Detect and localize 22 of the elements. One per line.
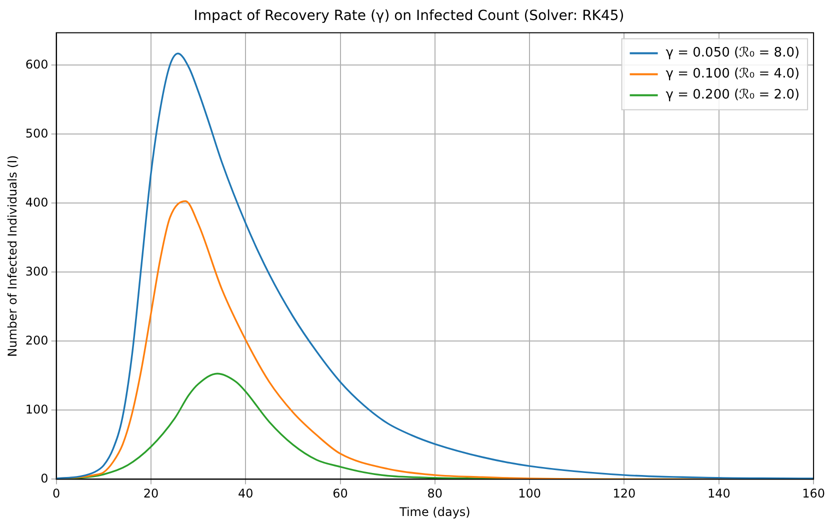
x-axis-title: Time (days) xyxy=(398,504,470,519)
x-tick-label: 80 xyxy=(427,486,443,501)
x-tick-label: 100 xyxy=(518,486,542,501)
x-tick-label: 20 xyxy=(143,486,159,501)
chart-title: Impact of Recovery Rate (γ) on Infected Count (Solver: RK45) xyxy=(194,8,624,24)
x-tick-label: 140 xyxy=(707,486,730,501)
y-tick-label: 500 xyxy=(25,126,48,140)
y-tick-label: 300 xyxy=(25,264,48,278)
legend-label: γ = 0.050 (ℛ₀ = 8.0) xyxy=(666,46,800,61)
y-tick-label: 0 xyxy=(40,471,48,486)
legend-label: γ = 0.200 (ℛ₀ = 2.0) xyxy=(666,88,800,103)
x-tick-label: 0 xyxy=(52,486,60,501)
x-tick-label: 60 xyxy=(332,486,348,501)
y-tick-label: 200 xyxy=(25,333,48,348)
y-tick-label: 100 xyxy=(25,402,48,416)
y-tick-label: 400 xyxy=(25,195,48,210)
x-tick-label: 160 xyxy=(802,486,825,501)
x-tick-label: 120 xyxy=(612,486,636,501)
y-axis-title: Number of Infected Individuals (I) xyxy=(5,155,20,357)
y-tick-label: 600 xyxy=(25,57,48,72)
legend-label: γ = 0.100 (ℛ₀ = 4.0) xyxy=(666,66,800,82)
x-tick-label: 40 xyxy=(238,486,254,501)
